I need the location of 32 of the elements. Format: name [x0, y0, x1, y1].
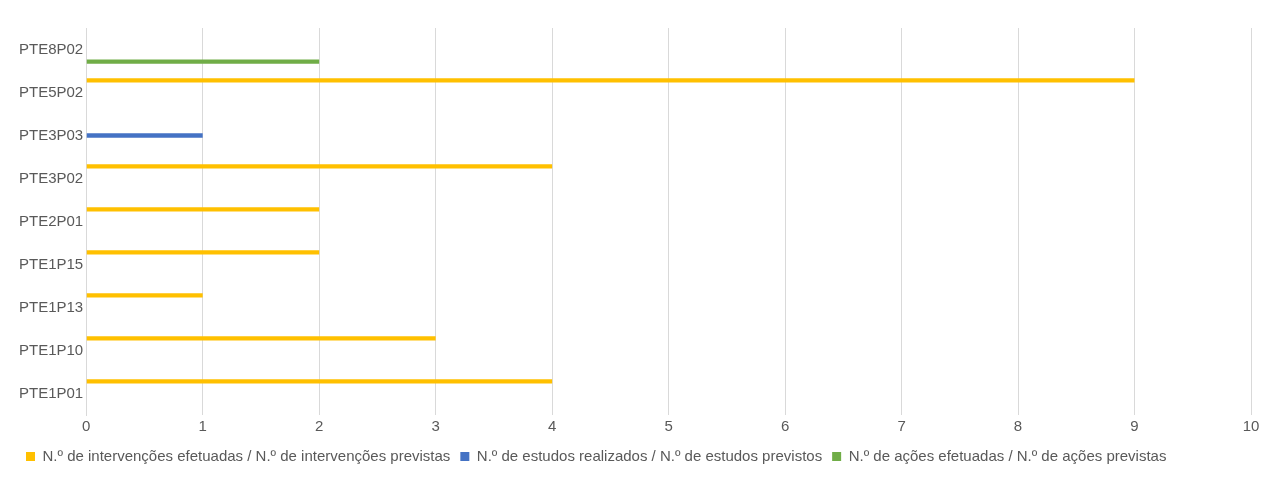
x-tick-label: 7	[897, 417, 906, 435]
y-tick-label: PTE3P03	[18, 125, 84, 143]
legend-label: N.º de estudos realizados / N.º de estudos previstos	[476, 446, 823, 464]
x-tick-label: 4	[547, 417, 557, 435]
x-tick-label: 6	[780, 417, 790, 435]
bar	[86, 164, 553, 169]
y-tick-label: PTE5P02	[18, 82, 84, 100]
bar	[86, 293, 203, 298]
x-tick-label: 5	[664, 417, 673, 435]
legend-label: N.º de ações efetuadas / N.º de ações previstas	[848, 446, 1167, 464]
bar	[86, 133, 203, 138]
bar	[86, 59, 320, 64]
y-tick-label: PTE1P13	[18, 297, 84, 315]
bar	[86, 379, 553, 384]
x-tick-label: 8	[1013, 417, 1023, 435]
x-tick-label: 9	[1130, 417, 1139, 435]
y-tick-label: PTE1P15	[18, 254, 84, 272]
bar	[86, 207, 320, 212]
y-tick-label: PTE2P01	[18, 211, 84, 229]
x-tick-label: 10	[1242, 417, 1260, 435]
bar	[86, 336, 436, 341]
y-tick-label: PTE1P01	[18, 383, 84, 401]
bar	[86, 250, 320, 255]
y-tick-label: PTE3P02	[18, 168, 84, 186]
x-tick-label: 3	[431, 417, 440, 435]
y-tick-label: PTE1P10	[18, 340, 84, 358]
y-tick-label: PTE8P02	[18, 39, 84, 57]
x-tick-label: 0	[82, 417, 91, 435]
x-tick-label: 1	[198, 417, 207, 435]
bar	[86, 78, 1135, 83]
legend-label: N.º de intervenções efetuadas / N.º de intervenções previstas	[42, 446, 451, 464]
x-tick-label: 2	[314, 417, 324, 435]
